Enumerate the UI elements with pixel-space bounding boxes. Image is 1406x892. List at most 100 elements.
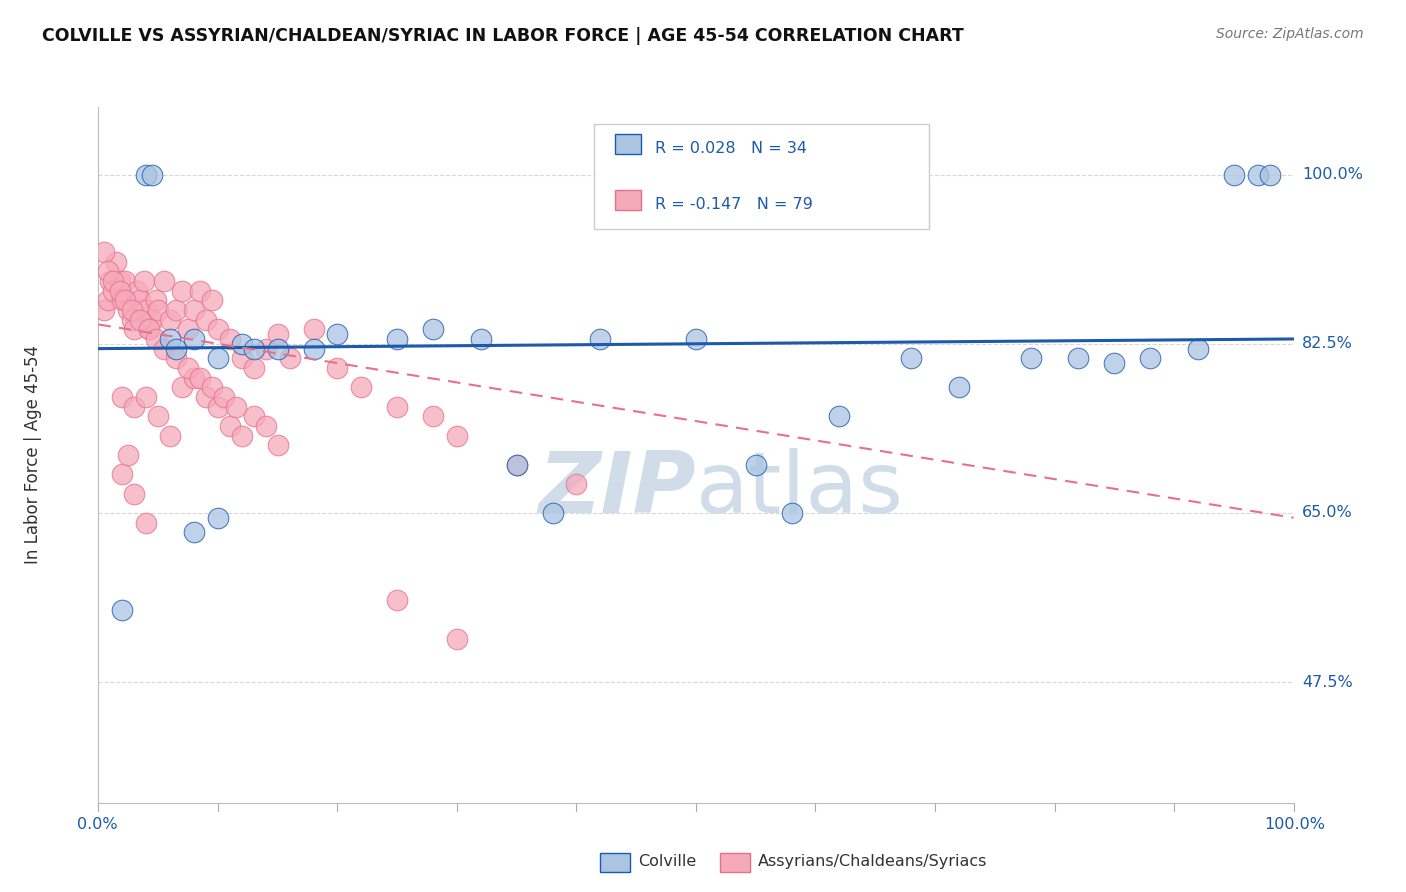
Point [385, 592, 409, 607]
Point [117, 303, 139, 318]
Point [124, 322, 146, 336]
Point [1019, 351, 1042, 366]
Text: R = 0.028   N = 34: R = 0.028 N = 34 [655, 141, 807, 156]
Point [159, 428, 181, 442]
Point [165, 342, 187, 356]
Point [422, 409, 444, 424]
Point [385, 332, 409, 346]
Point [111, 602, 134, 616]
Point [207, 351, 229, 366]
Point [121, 312, 143, 326]
Point [124, 400, 146, 414]
Point [98, 274, 122, 288]
Point [141, 312, 163, 326]
Point [114, 293, 136, 308]
Point [1187, 342, 1209, 356]
Point [219, 419, 242, 434]
Point [125, 284, 148, 298]
Text: Source: ZipAtlas.com: Source: ZipAtlas.com [1216, 27, 1364, 41]
Point [93, 245, 115, 260]
Text: Assyrians/Chaldeans/Syriacs: Assyrians/Chaldeans/Syriacs [758, 855, 987, 870]
Point [470, 332, 492, 346]
Point [129, 312, 152, 326]
Point [93, 303, 115, 318]
Point [135, 168, 157, 182]
Point [201, 380, 224, 394]
Point [148, 303, 170, 318]
Point [207, 400, 229, 414]
Point [132, 274, 155, 288]
Point [177, 322, 200, 336]
Point [135, 303, 157, 318]
Point [183, 332, 205, 346]
Point [254, 419, 277, 434]
Point [1258, 168, 1281, 182]
Point [188, 284, 211, 298]
Bar [720, 853, 749, 872]
Point [828, 409, 851, 424]
Point [1222, 168, 1246, 182]
Point [1139, 351, 1161, 366]
Point [446, 428, 468, 442]
Point [225, 400, 247, 414]
Point [145, 293, 167, 308]
Point [105, 254, 128, 268]
Point [172, 380, 194, 394]
Point [135, 516, 157, 530]
Point [1102, 356, 1125, 370]
Text: ZIP: ZIP [538, 448, 696, 532]
Point [194, 312, 217, 326]
Point [145, 332, 167, 346]
Point [111, 467, 134, 482]
Point [1246, 168, 1268, 182]
Bar [614, 135, 641, 154]
Bar [614, 190, 641, 210]
Point [153, 342, 176, 356]
Point [153, 274, 176, 288]
Point [302, 342, 325, 356]
Point [172, 284, 194, 298]
Point [278, 351, 301, 366]
Point [385, 400, 409, 414]
Point [183, 303, 205, 318]
Point [900, 351, 922, 366]
Point [685, 332, 707, 346]
Point [254, 342, 277, 356]
Point [565, 477, 588, 491]
Text: 82.5%: 82.5% [1302, 336, 1353, 351]
Point [243, 409, 266, 424]
Point [506, 458, 529, 472]
Point [231, 428, 253, 442]
Point [177, 361, 200, 376]
Point [135, 390, 157, 404]
Point [159, 332, 181, 346]
Point [194, 390, 217, 404]
Point [219, 332, 242, 346]
Point [141, 168, 163, 182]
Point [267, 342, 290, 356]
Text: R = -0.147   N = 79: R = -0.147 N = 79 [655, 197, 813, 212]
Text: Colville: Colville [638, 855, 697, 870]
Point [506, 458, 529, 472]
Point [165, 351, 187, 366]
Point [138, 322, 160, 336]
Point [267, 327, 290, 342]
Point [267, 438, 290, 452]
Point [243, 342, 266, 356]
Point [541, 506, 564, 520]
Point [148, 409, 170, 424]
Point [129, 293, 152, 308]
Text: atlas: atlas [696, 448, 904, 532]
Point [101, 284, 124, 298]
Point [326, 361, 349, 376]
Point [108, 274, 131, 288]
Point [97, 264, 120, 278]
Point [231, 336, 253, 351]
Text: 65.0%: 65.0% [1302, 506, 1353, 520]
Text: 100.0%: 100.0% [1264, 817, 1326, 832]
Point [326, 327, 349, 342]
Point [159, 312, 181, 326]
FancyBboxPatch shape [595, 124, 929, 229]
Point [101, 274, 124, 288]
Point [188, 370, 211, 384]
